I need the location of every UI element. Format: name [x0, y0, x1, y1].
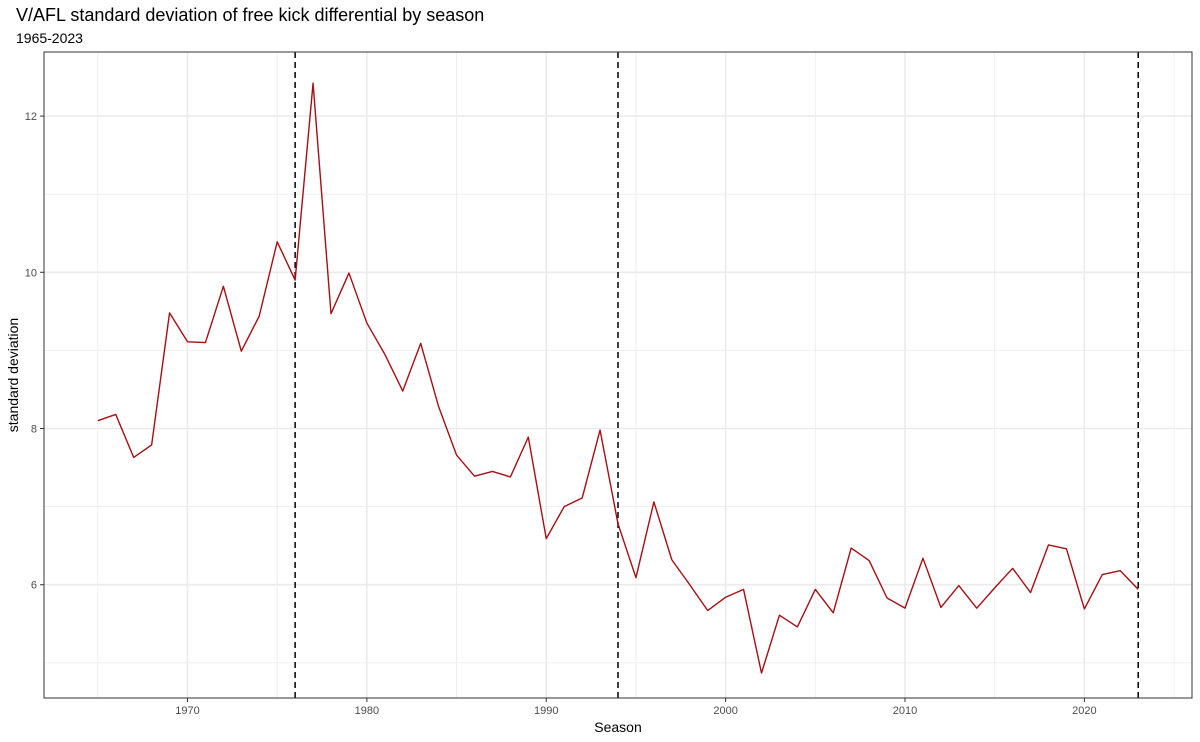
y-axis: 6 8 10 12: [25, 111, 44, 592]
plot-panel: [43, 51, 1193, 699]
x-tick-label: 1970: [175, 705, 199, 717]
series-line: [97, 82, 1139, 674]
x-axis: 1970 1980 1990 2000 2010 2020: [175, 698, 1097, 717]
x-tick-label: 2010: [893, 705, 917, 717]
major-gridlines: [44, 52, 1192, 698]
x-tick-label: 1980: [355, 705, 379, 717]
x-tick-label: 1990: [534, 705, 558, 717]
x-tick-label: 2020: [1072, 705, 1096, 717]
x-axis-title: Season: [594, 719, 641, 735]
chart-title: V/AFL standard deviation of free kick di…: [16, 5, 484, 25]
reference-lines: [294, 52, 1139, 698]
x-tick-label: 2000: [713, 705, 737, 717]
y-axis-title: standard deviation: [5, 318, 21, 432]
panel-border: [43, 51, 1193, 699]
y-tick-label: 8: [31, 424, 37, 436]
y-tick-label: 10: [25, 267, 37, 279]
y-tick-label: 6: [31, 580, 37, 592]
chart-subtitle: 1965-2023: [16, 30, 83, 46]
y-tick-label: 12: [25, 111, 37, 123]
